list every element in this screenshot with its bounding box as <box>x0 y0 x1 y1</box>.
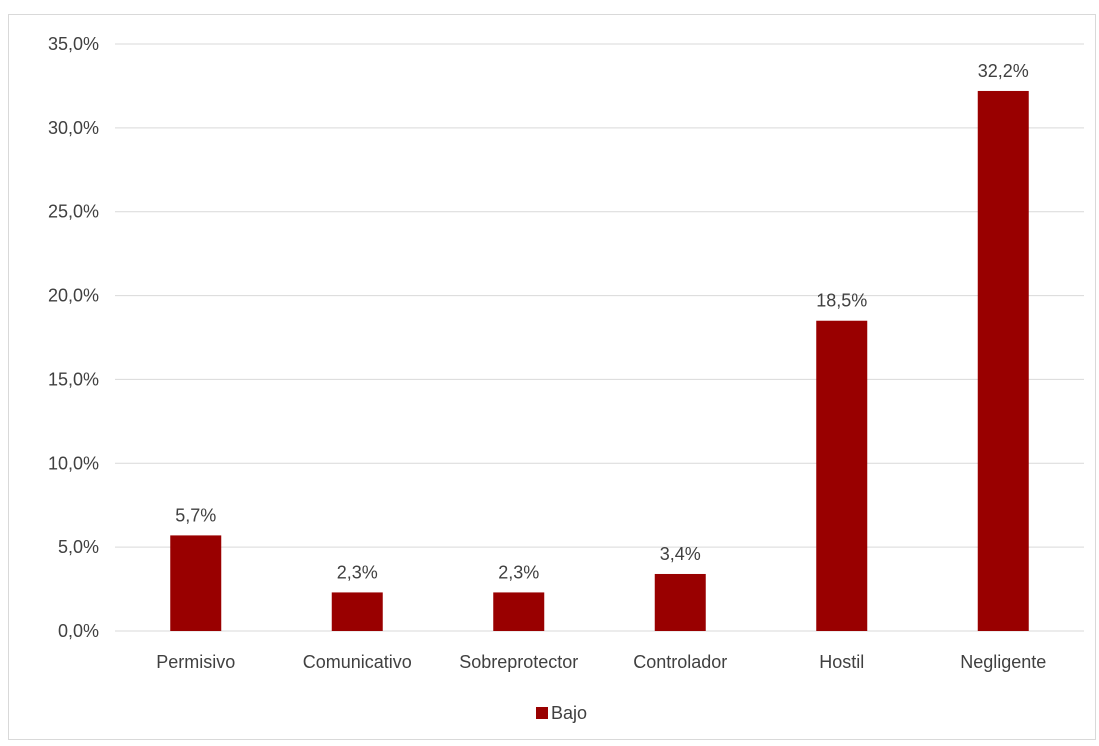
x-tick-label-controlador: Controlador <box>633 652 727 672</box>
x-tick-label-negligente: Negligente <box>960 652 1046 672</box>
legend-swatch-bajo <box>536 707 548 719</box>
y-axis-ticks: 0,0% 5,0% 10,0% 15,0% 20,0% 25,0% 30,0% 35,0% <box>48 34 99 641</box>
x-tick-label-hostil: Hostil <box>819 652 864 672</box>
bar-hostil <box>816 320 868 631</box>
y-tick-label: 35,0% <box>48 34 99 54</box>
chart-area: 0,0% 5,0% 10,0% 15,0% 20,0% 25,0% 30,0% 35,0% 5… <box>8 14 1096 740</box>
y-tick-label: 0,0% <box>58 621 99 641</box>
y-tick-label: 30,0% <box>48 118 99 138</box>
data-label-permisivo: 5,7% <box>175 505 216 525</box>
x-tick-label-sobreprotector: Sobreprotector <box>459 652 578 672</box>
bar-negligente <box>977 90 1029 631</box>
data-label-negligente: 32,2% <box>978 61 1029 81</box>
bar-sobreprotector <box>493 592 545 631</box>
x-tick-label-permisivo: Permisivo <box>156 652 235 672</box>
bar-comunicativo <box>331 592 383 631</box>
y-tick-label: 5,0% <box>58 537 99 557</box>
x-axis-ticks: Permisivo Comunicativo Sobreprotector Contr… <box>156 652 1046 672</box>
bar-controlador <box>654 573 706 631</box>
gridlines <box>115 43 1084 632</box>
data-label-sobreprotector: 2,3% <box>498 562 539 582</box>
y-tick-label: 15,0% <box>48 369 99 389</box>
data-label-controlador: 3,4% <box>660 544 701 564</box>
y-tick-label: 25,0% <box>48 202 99 222</box>
y-tick-label: 20,0% <box>48 286 99 306</box>
bar-chart: 0,0% 5,0% 10,0% 15,0% 20,0% 25,0% 30,0% 35,0% 5… <box>48 34 1084 723</box>
x-tick-label-comunicativo: Comunicativo <box>303 652 412 672</box>
bars <box>170 90 1029 631</box>
data-label-comunicativo: 2,3% <box>337 562 378 582</box>
data-label-hostil: 18,5% <box>816 291 867 311</box>
legend: Bajo <box>536 703 587 723</box>
legend-label-bajo: Bajo <box>551 703 587 723</box>
data-labels: 5,7% 2,3% 2,3% 3,4% 18,5% 32,2% <box>175 61 1029 582</box>
bar-permisivo <box>170 535 222 631</box>
y-tick-label: 10,0% <box>48 453 99 473</box>
